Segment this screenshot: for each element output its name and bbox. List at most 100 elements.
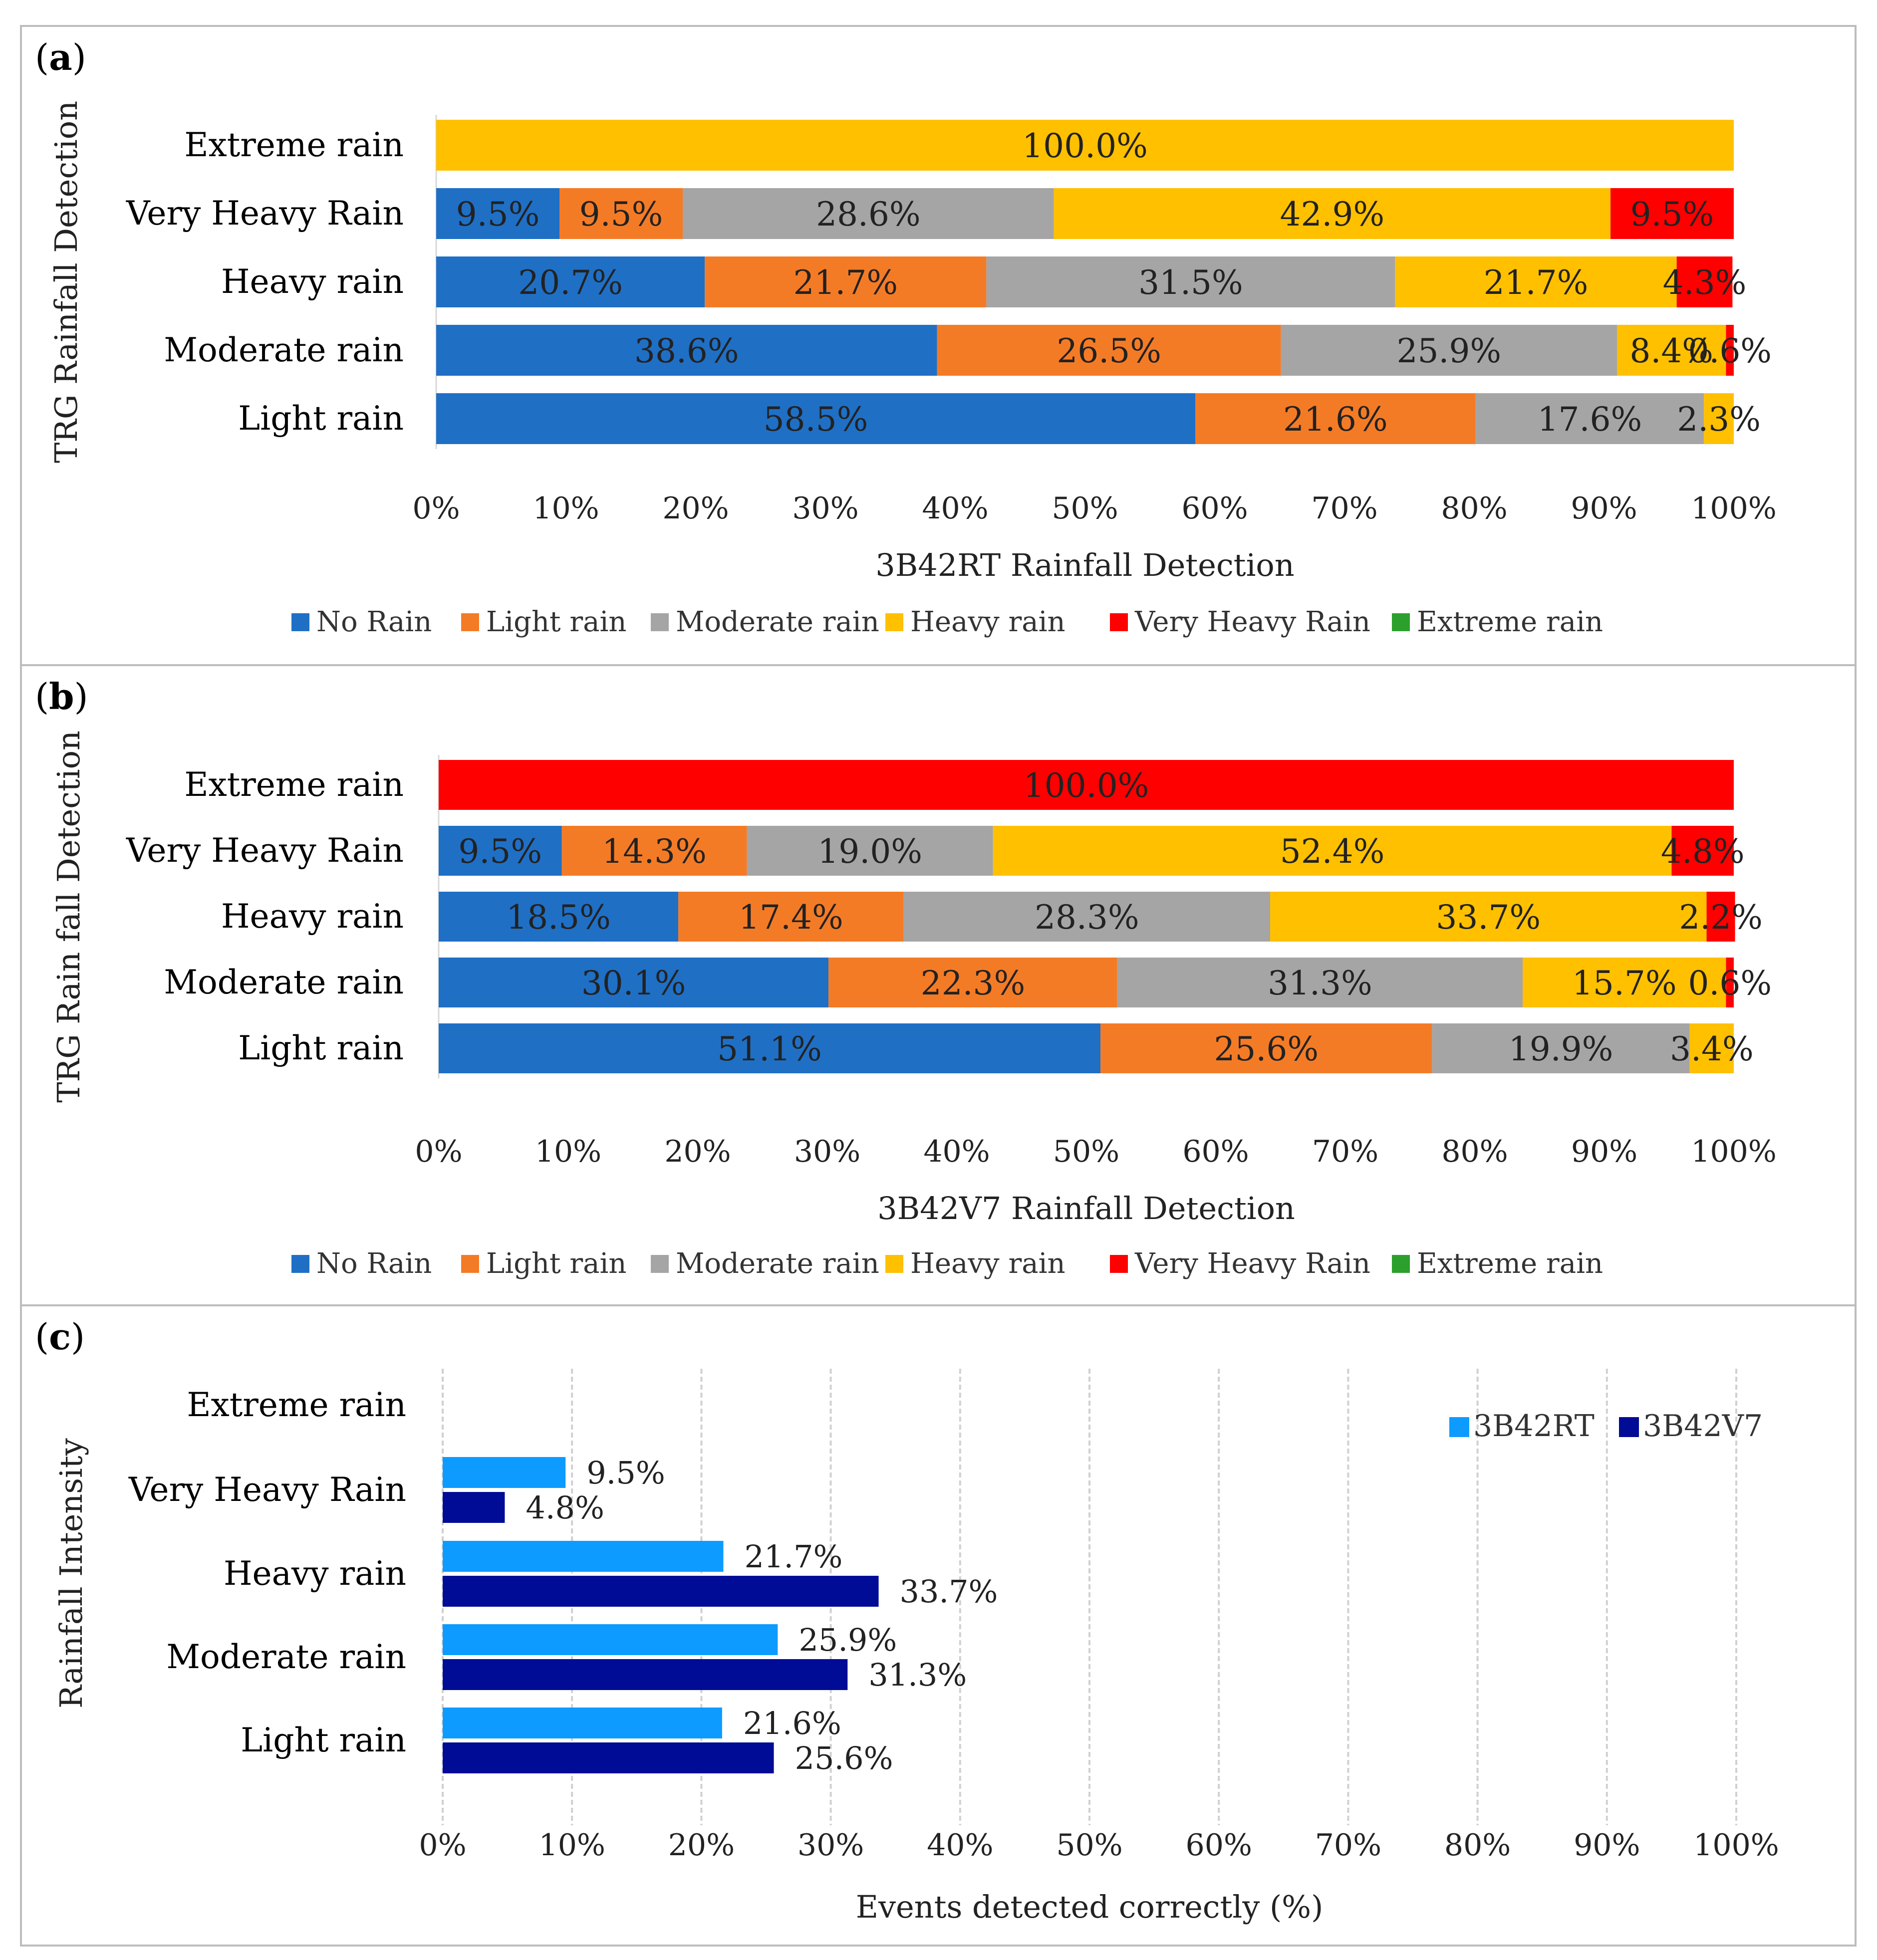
x-tick-label: 80% xyxy=(1441,1134,1508,1169)
bar-segment-light-rain-heavy-rain xyxy=(678,892,904,942)
data-label: 33.7% xyxy=(1436,898,1541,937)
data-label: 31.5% xyxy=(1138,263,1243,302)
category-label-heavy-rain: Heavy rain xyxy=(224,1554,406,1593)
category-label-heavy-rain: Heavy rain xyxy=(221,262,404,301)
legend-swatch-moderate-rain xyxy=(651,613,669,631)
bar-segment-very-heavy-rain-moderate-rain xyxy=(1726,958,1734,1007)
data-label: 17.4% xyxy=(739,898,843,937)
bar-segment-heavy-rain-heavy-rain xyxy=(1270,892,1707,942)
data-label: 21.7% xyxy=(744,1538,842,1575)
data-label: 28.6% xyxy=(816,195,921,234)
bar-segment-light-rain-very-heavy-rain xyxy=(561,826,747,876)
y-axis-title: Rainfall Intensity xyxy=(53,1438,89,1709)
x-tick-label: 40% xyxy=(923,1134,990,1169)
category-label-heavy-rain: Heavy rain xyxy=(221,897,404,936)
data-label: 21.7% xyxy=(1484,263,1589,302)
bar-segment-heavy-rain-light-rain xyxy=(1704,393,1734,444)
bar-segment-no-rain-heavy-rain xyxy=(436,256,705,307)
bar-segment-no-rain-moderate-rain xyxy=(436,325,937,376)
data-label: 21.6% xyxy=(743,1705,841,1741)
data-label: 0.6% xyxy=(1688,964,1772,1002)
panel-label-a: (a) xyxy=(35,36,86,78)
data-label: 100.0% xyxy=(1024,766,1149,805)
panel-c: (c) 0% 10% 20% 30% 40% 50% 60% 70% 80% 90% 100% Ext… xyxy=(20,1304,1857,1947)
legend-swatch-extreme-rain xyxy=(1392,1255,1410,1273)
category-label-very-heavy-rain: Very Heavy Rain xyxy=(126,194,404,233)
data-label: 8.4% xyxy=(1629,332,1713,370)
bar-segment-very-heavy-rain-very-heavy-rain xyxy=(1671,826,1734,876)
data-label: 4.8% xyxy=(526,1489,604,1526)
bar-segment-very-heavy-rain-very-heavy-rain xyxy=(1610,188,1734,239)
legend-swatch-3b42rt xyxy=(1449,1417,1469,1437)
legend-swatch-3b42v7 xyxy=(1619,1417,1639,1437)
data-label: 25.6% xyxy=(795,1740,893,1776)
bar-3b42rt-moderate-rain xyxy=(443,1624,778,1655)
bar-segment-very-heavy-rain-extreme-rain xyxy=(439,760,1734,810)
x-tick-label: 30% xyxy=(792,491,858,526)
data-label: 100.0% xyxy=(1022,127,1148,165)
legend-swatch-no-rain xyxy=(291,613,309,631)
bar-segment-light-rain-light-rain xyxy=(1100,1023,1432,1073)
bar-segment-moderate-rain-heavy-rain xyxy=(903,892,1270,942)
x-tick-label: 50% xyxy=(1052,491,1118,526)
x-tick-label: 80% xyxy=(1444,1828,1511,1863)
legend-label-heavy-rain: Heavy rain xyxy=(910,606,1066,638)
panel-label-b: (b) xyxy=(35,675,88,718)
legend-label-extreme-rain: Extreme rain xyxy=(1417,1247,1603,1280)
y-axis-title: TRG Rain fall Detection xyxy=(50,731,87,1103)
category-label-moderate-rain: Moderate rain xyxy=(166,1638,406,1676)
y-axis-title: TRG Rainfall Detection xyxy=(48,101,84,463)
x-tick-label: 70% xyxy=(1315,1828,1381,1863)
data-label: 25.9% xyxy=(1396,332,1501,370)
bar-3b42v7-moderate-rain xyxy=(443,1659,848,1690)
data-label: 31.3% xyxy=(868,1657,967,1693)
x-tick-label: 40% xyxy=(927,1828,993,1863)
data-label: 2.2% xyxy=(1679,898,1763,937)
data-label: 51.1% xyxy=(717,1030,822,1068)
legend-swatch-light-rain xyxy=(461,613,479,631)
data-label: 14.3% xyxy=(602,832,707,871)
bar-3b42rt-very-heavy-rain xyxy=(443,1457,566,1488)
chart-b: Extreme rain 100.0% Very Heavy Rain 9.5% 14.… xyxy=(50,731,1777,1280)
data-label: 38.6% xyxy=(634,332,739,370)
x-tick-label: 10% xyxy=(535,1134,601,1169)
data-label: 15.7% xyxy=(1572,964,1677,1002)
panel-b: (b) Extreme rain 100.0% Very Heavy Rain 9.5… xyxy=(20,664,1857,1306)
bar-segment-moderate-rain-heavy-rain xyxy=(986,256,1395,307)
x-axis-title: 3B42V7 Rainfall Detection xyxy=(877,1190,1295,1226)
bar-segment-heavy-rain-very-heavy-rain xyxy=(993,826,1672,876)
bar-segment-moderate-rain-very-heavy-rain xyxy=(683,188,1054,239)
legend-label-no-rain: No Rain xyxy=(316,606,432,638)
x-tick-label: 20% xyxy=(668,1828,735,1863)
x-tick-label: 60% xyxy=(1186,1828,1252,1863)
bar-segment-no-rain-very-heavy-rain xyxy=(436,188,559,239)
data-label: 9.5% xyxy=(456,195,540,234)
bar-segment-very-heavy-rain-moderate-rain xyxy=(1726,325,1734,376)
category-label-moderate-rain: Moderate rain xyxy=(164,963,404,1001)
data-label: 9.5% xyxy=(458,832,542,871)
bar-segment-heavy-rain-moderate-rain xyxy=(1617,325,1726,376)
category-label-light-rain: Light rain xyxy=(241,1721,406,1759)
panel-a: (a) Extreme rain 100.0% Very Heavy Rain 9.5… xyxy=(20,25,1857,666)
data-label: 9.5% xyxy=(1630,195,1714,234)
bar-segment-light-rain-light-rain xyxy=(1195,393,1476,444)
bar-segment-no-rain-light-rain xyxy=(439,1023,1101,1073)
data-label: 21.6% xyxy=(1283,400,1388,439)
x-tick-label: 0% xyxy=(412,491,460,526)
data-label: 42.9% xyxy=(1280,195,1384,234)
x-tick-label: 60% xyxy=(1181,491,1248,526)
bar-3b42rt-light-rain xyxy=(443,1708,722,1738)
legend-label-3b42rt: 3B42RT xyxy=(1473,1409,1595,1444)
data-label: 28.3% xyxy=(1035,898,1139,937)
bar-segment-heavy-rain-very-heavy-rain xyxy=(1054,188,1610,239)
bar-segment-moderate-rain-moderate-rain xyxy=(1281,325,1617,376)
bar-segment-light-rain-heavy-rain xyxy=(705,256,987,307)
legend-swatch-extreme-rain xyxy=(1392,613,1410,631)
x-tick-label: 100% xyxy=(1693,1828,1779,1863)
data-label: 26.5% xyxy=(1057,332,1161,370)
legend-swatch-no-rain xyxy=(291,1255,309,1273)
category-label-light-rain: Light rain xyxy=(238,1029,404,1067)
data-label: 9.5% xyxy=(579,195,663,234)
bar-segment-no-rain-very-heavy-rain xyxy=(439,826,562,876)
legend-swatch-heavy-rain xyxy=(885,613,903,631)
